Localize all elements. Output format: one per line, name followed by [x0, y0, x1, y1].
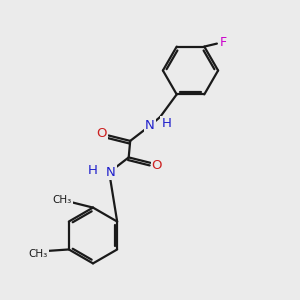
- Text: N: N: [145, 119, 154, 132]
- Text: CH₃: CH₃: [28, 249, 48, 259]
- Text: CH₃: CH₃: [53, 195, 72, 205]
- Text: O: O: [97, 127, 107, 140]
- Text: H: H: [88, 164, 98, 176]
- Text: H: H: [161, 117, 171, 130]
- Text: N: N: [106, 166, 116, 179]
- Text: F: F: [220, 36, 227, 49]
- Text: O: O: [152, 159, 162, 172]
